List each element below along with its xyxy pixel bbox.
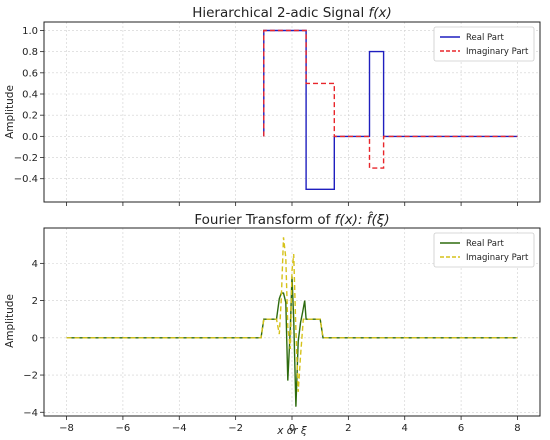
fourier-legend-label: Imaginary Part xyxy=(466,253,529,263)
fourier-y-tick-label: 4 xyxy=(32,259,38,270)
signal-lines xyxy=(263,29,518,191)
fourier-panel: Fourier Transform of f(x): f̂(ξ) Amplitu… xyxy=(4,212,541,437)
fourier-series-real-line xyxy=(66,276,518,407)
signal-y-tick-label: −0.2 xyxy=(14,153,38,164)
signal-legend: Real Part Imaginary Part xyxy=(433,26,535,62)
signal-y-tick-label: 1.0 xyxy=(22,26,38,37)
signal-panel-title: Hierarchical 2-adic Signal f(x) xyxy=(192,5,392,21)
signal-y-tick-label: −0.4 xyxy=(14,174,38,185)
signal-panel: Hierarchical 2-adic Signal f(x) Amplitud… xyxy=(4,5,541,206)
fourier-plot-frame xyxy=(43,227,541,417)
signal-y-tick-label: 0.6 xyxy=(22,68,38,79)
fourier-y-tick-label: 2 xyxy=(32,296,38,307)
signal-y-axis-label: Amplitude xyxy=(4,85,16,139)
fourier-x-tick-label: −2 xyxy=(228,423,243,434)
fourier-series-imaginary-line xyxy=(66,237,518,392)
signal-y-tick-label: 0.0 xyxy=(22,132,38,143)
fourier-x-tick-label: 8 xyxy=(514,423,520,434)
fourier-x-tick-label: −4 xyxy=(172,423,187,434)
fourier-legend: Real Part Imaginary Part xyxy=(433,232,535,268)
fourier-y-tick-label: −4 xyxy=(23,408,38,419)
fourier-legend-box xyxy=(433,232,535,268)
fourier-y-tick-label: 0 xyxy=(32,333,38,344)
fourier-x-tick-label: −8 xyxy=(59,423,74,434)
signal-y-tick-label: 0.8 xyxy=(22,47,38,58)
signal-legend-label: Imaginary Part xyxy=(466,47,529,57)
signal-ticks: −0.4 −0.2 0.0 0.2 0.4 0.6 0.8 1.0 xyxy=(14,26,518,206)
signal-legend-box xyxy=(433,26,535,62)
fourier-panel-title: Fourier Transform of f(x): f̂(ξ) xyxy=(194,212,389,228)
fourier-y-axis-label: Amplitude xyxy=(4,294,16,348)
signal-legend-label: Real Part xyxy=(466,33,504,43)
fourier-x-tick-label: −6 xyxy=(116,423,131,434)
signal-plot-frame xyxy=(43,21,541,203)
fourier-x-tick-label: 6 xyxy=(458,423,464,434)
fourier-x-tick-label: 2 xyxy=(345,423,351,434)
fourier-x-tick-label: 0 xyxy=(289,423,295,434)
fourier-y-tick-label: −2 xyxy=(23,371,38,382)
fourier-x-axis-label: x or ξ xyxy=(276,425,307,437)
fourier-lines xyxy=(66,237,518,407)
fourier-ticks: −8 −6 −4 −2 0 2 4 6 8 −4 −2 0 2 4 xyxy=(23,259,520,434)
signal-series-imaginary-line xyxy=(263,29,518,169)
signal-y-tick-label: 0.4 xyxy=(22,90,38,101)
fourier-x-tick-label: 4 xyxy=(402,423,408,434)
fourier-legend-label: Real Part xyxy=(466,239,504,249)
signal-y-tick-label: 0.2 xyxy=(22,111,38,122)
